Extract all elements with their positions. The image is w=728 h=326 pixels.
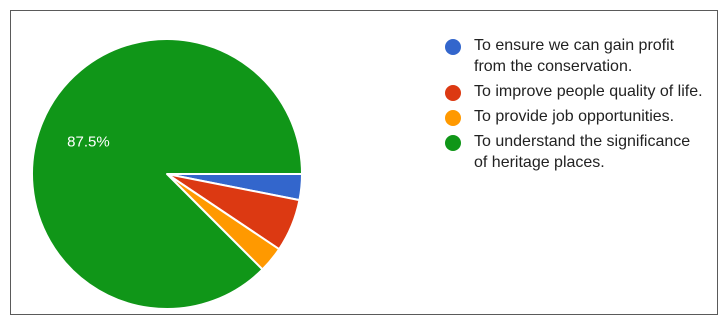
pie-slice-3 <box>31 37 303 310</box>
legend: To ensure we can gain profit from the co… <box>445 35 717 177</box>
legend-item-1: To improve people quality of life. <box>445 81 717 102</box>
legend-label-2: To provide job opportunities. <box>474 108 675 125</box>
slice-data-label-0: 87.5% <box>67 133 110 150</box>
legend-label-0: To ensure we can gain profit from the co… <box>474 37 675 75</box>
legend-swatch-1 <box>445 85 461 101</box>
legend-label-3: To understand the significance of herita… <box>474 133 691 171</box>
legend-label-1: To improve people quality of life. <box>474 83 703 100</box>
pie-chart: 87.5% <box>31 37 303 310</box>
legend-swatch-0 <box>445 39 461 55</box>
chart-frame: 87.5% To ensure we can gain profit from … <box>10 10 718 315</box>
legend-item-3: To understand the significance of herita… <box>445 131 717 173</box>
legend-item-0: To ensure we can gain profit from the co… <box>445 35 717 77</box>
legend-item-2: To provide job opportunities. <box>445 106 717 127</box>
legend-swatch-3 <box>445 135 461 151</box>
legend-swatch-2 <box>445 110 461 126</box>
